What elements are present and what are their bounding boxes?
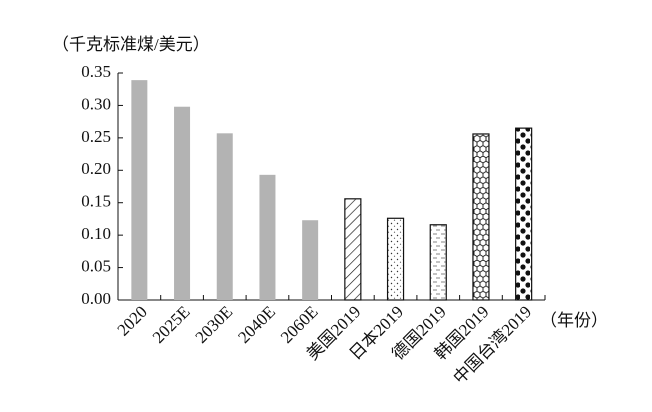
- x-tick-label: 2040E: [234, 302, 279, 347]
- y-tick-label: 0.10: [81, 224, 111, 243]
- bar: [344, 198, 362, 301]
- y-tick-label: 0.00: [81, 289, 111, 308]
- y-axis-label: （千克标准煤/美元）: [52, 35, 210, 54]
- bar: [386, 217, 405, 301]
- bar: [174, 106, 191, 301]
- bar: [302, 220, 319, 300]
- y-tick-label: 0.15: [81, 192, 111, 211]
- x-axis-label: （年份）: [540, 311, 608, 330]
- y-tick-label: 0.30: [81, 94, 111, 113]
- x-tick-label: 2025E: [149, 302, 194, 347]
- y-tick-label: 0.20: [81, 159, 111, 178]
- bar: [429, 224, 447, 301]
- bar: [472, 133, 490, 301]
- y-tick-label: 0.25: [81, 127, 111, 146]
- x-tick-label: 2020: [113, 302, 150, 339]
- y-tick-label: 0.35: [81, 62, 111, 81]
- bar: [216, 133, 233, 300]
- bar: [515, 127, 533, 301]
- bar: [259, 174, 276, 300]
- y-tick-label: 0.05: [81, 256, 111, 275]
- x-tick-label: 2030E: [192, 302, 237, 347]
- bar: [131, 80, 148, 301]
